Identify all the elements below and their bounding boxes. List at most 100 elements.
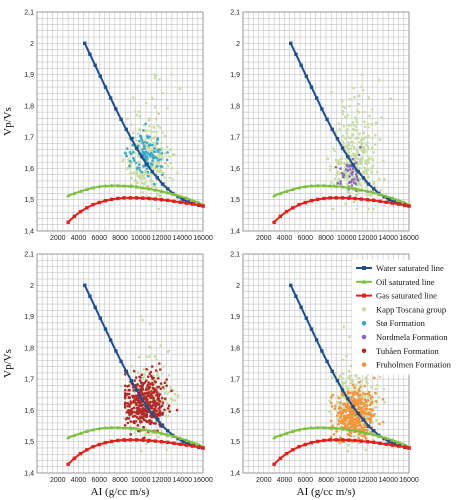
series-marker: [340, 184, 345, 189]
kapp-toscana-point: [355, 165, 359, 168]
kapp-toscana-point: [157, 207, 161, 211]
series-marker: [356, 169, 360, 174]
series-marker: [299, 305, 303, 309]
kapp-toscana-point: [347, 444, 350, 447]
kapp-toscana-point: [166, 164, 170, 168]
series-marker: [390, 195, 395, 200]
highlight-point: [128, 164, 131, 168]
highlight-point: [157, 377, 160, 380]
kapp-toscana-point: [346, 190, 349, 194]
series-marker: [315, 425, 320, 430]
kapp-toscana-point: [326, 157, 329, 160]
legend-dot-swatch: [361, 348, 367, 354]
highlight-point: [348, 422, 352, 425]
kapp-toscana-point: [173, 393, 177, 396]
series-marker: [110, 439, 114, 444]
kapp-toscana-point: [349, 381, 352, 385]
kapp-toscana-point: [156, 170, 159, 173]
kapp-toscana-point: [358, 166, 362, 170]
series-marker: [303, 442, 307, 447]
highlight-point: [129, 400, 132, 403]
panel-bottom-left: 1,4 1,5 1,6 1,7 1,8 1,9 2 2,1 2000 4000 6000 8000 10…: [2, 252, 213, 499]
kapp-toscana-point: [338, 171, 342, 175]
kapp-toscana-point: [359, 183, 363, 187]
highlight-point: [153, 147, 156, 150]
highlight-point: [346, 416, 349, 419]
highlight-point: [158, 400, 162, 403]
highlight-point: [153, 182, 156, 186]
series-marker: [325, 359, 329, 364]
kapp-toscana-point: [151, 141, 155, 145]
highlight-point: [355, 417, 359, 421]
kapp-toscana-point: [366, 122, 370, 126]
highlight-point: [153, 407, 156, 411]
series-marker: [166, 440, 170, 445]
x-tick-label: 6000: [297, 477, 313, 484]
highlight-point: [147, 401, 151, 404]
series-marker: [272, 462, 276, 466]
highlight-point: [140, 373, 144, 377]
kapp-toscana-point: [341, 105, 344, 108]
kapp-toscana-point: [163, 161, 167, 165]
highlight-point: [124, 152, 127, 156]
highlight-point: [137, 412, 140, 416]
series-marker: [284, 451, 289, 456]
kapp-toscana-point: [168, 155, 171, 158]
series-marker: [153, 429, 158, 434]
kapp-toscana-point: [344, 137, 347, 140]
series-marker: [72, 433, 77, 438]
series-marker: [159, 189, 164, 193]
series-marker: [190, 444, 195, 448]
kapp-toscana-point: [138, 146, 142, 149]
x-tick-label: 2000: [256, 477, 272, 484]
highlight-point: [127, 392, 131, 396]
highlight-point: [132, 156, 135, 160]
kapp-toscana-point: [363, 120, 366, 124]
kapp-toscana-point: [342, 358, 345, 362]
kapp-toscana-point: [364, 159, 367, 163]
kapp-toscana-point: [344, 202, 347, 206]
kapp-toscana-point: [146, 129, 149, 133]
highlight-point: [140, 389, 143, 392]
highlight-point: [128, 403, 132, 406]
kapp-toscana-point: [333, 149, 336, 152]
legend-dot-swatch: [361, 307, 367, 312]
series-marker: [159, 198, 164, 202]
kapp-toscana-point: [352, 145, 356, 149]
highlight-point: [147, 143, 151, 147]
x-tick-label: 12000: [152, 477, 172, 484]
kapp-toscana-point: [341, 112, 345, 116]
x-tick-label: 2000: [256, 235, 272, 242]
series-marker: [390, 437, 395, 442]
legend-label: Fruholmen Formation: [376, 360, 452, 370]
kapp-toscana-point: [363, 110, 366, 114]
highlight-point: [143, 156, 147, 159]
series-marker: [109, 425, 114, 430]
series-marker: [134, 388, 139, 392]
kapp-toscana-point: [161, 158, 164, 161]
series-marker: [172, 199, 176, 203]
series-marker: [303, 200, 307, 205]
kapp-toscana-point: [155, 162, 158, 166]
highlight-point: [125, 393, 129, 396]
highlight-point: [348, 418, 352, 422]
kapp-toscana-point: [168, 148, 172, 152]
kapp-toscana-point: [157, 112, 161, 116]
highlight-point: [160, 173, 164, 177]
highlight-point: [350, 395, 354, 399]
series-marker: [351, 404, 355, 409]
highlight-point: [364, 407, 368, 410]
highlight-point: [346, 169, 350, 173]
kapp-toscana-point: [171, 178, 175, 181]
highlight-point: [137, 163, 141, 166]
kapp-toscana-point: [377, 177, 381, 181]
kapp-toscana-point: [378, 138, 382, 141]
highlight-point: [156, 386, 159, 389]
series-marker: [122, 425, 127, 430]
x-tick-label: 6000: [91, 477, 107, 484]
kapp-toscana-point: [371, 207, 375, 211]
series-marker: [153, 197, 157, 201]
kapp-toscana-point: [168, 176, 172, 180]
kapp-toscana-point: [354, 125, 358, 129]
highlight-point: [166, 407, 170, 410]
